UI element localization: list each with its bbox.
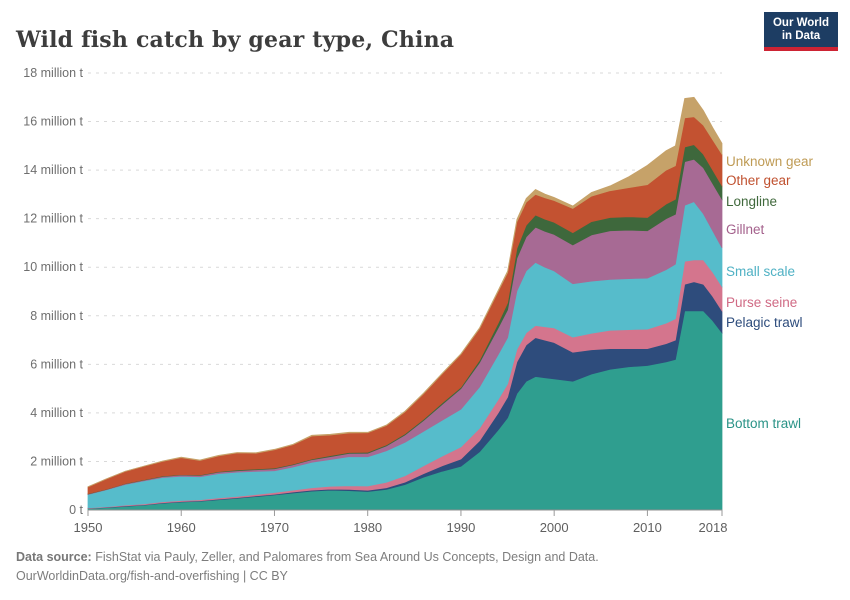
y-axis-tick-label: 4 million t: [30, 406, 83, 420]
x-axis-tick-label: 1970: [260, 520, 289, 535]
x-axis-tick-label: 1980: [353, 520, 382, 535]
data-source-text: FishStat via Pauly, Zeller, and Palomare…: [91, 550, 599, 564]
x-axis-tick-label: 1960: [167, 520, 196, 535]
y-axis-tick-label: 18 million t: [23, 66, 83, 80]
data-source-label: Data source:: [16, 550, 92, 564]
y-axis-tick-label: 12 million t: [23, 212, 83, 226]
legend-label-purse-seine[interactable]: Purse seine: [726, 295, 798, 310]
legend-label-small-scale[interactable]: Small scale: [726, 264, 796, 279]
x-axis-tick-label: 2000: [540, 520, 569, 535]
legend-label-gillnet[interactable]: Gillnet: [726, 222, 765, 237]
legend-label-bottom-trawl[interactable]: Bottom trawl: [726, 416, 802, 431]
data-source-line: Data source: FishStat via Pauly, Zeller,…: [16, 548, 599, 567]
area-unknown-gear[interactable]: [87, 96, 723, 488]
legend-label-unknown-gear[interactable]: Unknown gear: [726, 154, 814, 169]
x-axis-tick-label: 2010: [633, 520, 662, 535]
x-axis-tick-label: 1990: [446, 520, 475, 535]
y-axis-tick-label: 10 million t: [23, 260, 83, 274]
footer-url-line[interactable]: OurWorldinData.org/fish-and-overfishing …: [16, 569, 288, 583]
y-axis-tick-label: 6 million t: [30, 357, 83, 371]
y-axis-tick-label: 14 million t: [23, 163, 83, 177]
legend-label-pelagic-trawl[interactable]: Pelagic trawl: [726, 315, 803, 330]
y-axis-tick-label: 16 million t: [23, 115, 83, 129]
y-axis-tick-label: 0 t: [69, 503, 83, 517]
logo-line-2: in Data: [781, 30, 821, 42]
page-title: Wild fish catch by gear type, China: [16, 26, 455, 53]
y-axis-tick-label: 2 million t: [30, 454, 83, 468]
x-axis-tick-label: 2018: [699, 520, 728, 535]
legend-label-longline[interactable]: Longline: [726, 194, 778, 209]
y-axis-tick-label: 8 million t: [30, 309, 83, 323]
legend-label-other-gear[interactable]: Other gear: [726, 173, 791, 188]
logo-line-1: Our World: [772, 17, 829, 29]
owid-logo[interactable]: Our World in Data: [764, 12, 838, 51]
x-axis-tick-label: 1950: [74, 520, 103, 535]
footer: Data source: FishStat via Pauly, Zeller,…: [16, 548, 599, 586]
